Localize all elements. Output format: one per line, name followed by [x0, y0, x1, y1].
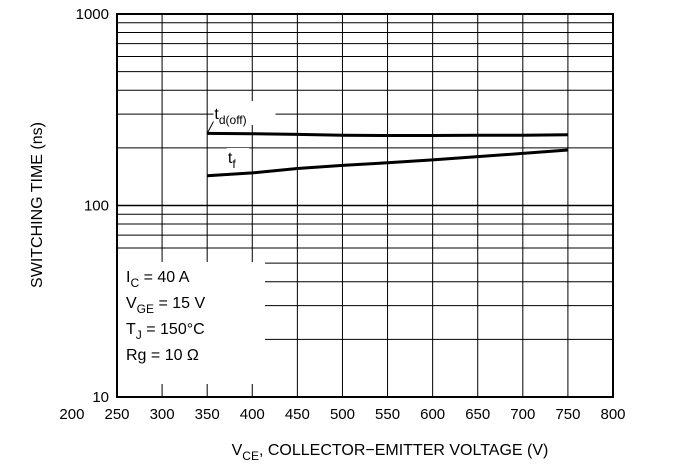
conditions-text: IC = 40 A VGE = 15 V TJ = 150°C Rg = 10 Ω	[126, 269, 205, 364]
x-tick-label: 350	[195, 406, 220, 423]
x-tick-label: 600	[420, 406, 445, 423]
series-label-td-off: td(off)	[214, 106, 246, 127]
x-tick-label: 250	[104, 406, 129, 423]
x-axis-title: VCE, COLLECTOR−EMITTER VOLTAGE (V)	[232, 442, 549, 463]
y-axis-title: SWITCHING TIME (ns)	[29, 122, 46, 288]
x-tick-label: 200	[59, 406, 84, 423]
x-tick-label: 500	[330, 406, 355, 423]
x-tick-label: 400	[240, 406, 265, 423]
y-tick-label: 100	[84, 198, 109, 215]
y-tick-labels: 10 100 1000	[76, 6, 109, 406]
y-tick-label: 1000	[76, 6, 109, 23]
x-tick-label: 800	[600, 406, 625, 423]
x-tick-label: 450	[285, 406, 310, 423]
y-tick-label: 10	[92, 389, 109, 406]
x-tick-labels: 200 250 300 350 400 450 500 550 600 650 700 750 800	[59, 406, 625, 423]
x-tick-label: 750	[555, 406, 580, 423]
series-lines	[207, 131, 569, 178]
series-labels: td(off) tf	[206, 101, 276, 171]
condition-line: TJ = 150°C	[126, 321, 205, 342]
x-tick-label: 300	[150, 406, 175, 423]
x-tick-label: 550	[375, 406, 400, 423]
plot-frame	[116, 13, 614, 398]
x-tick-label: 700	[510, 406, 535, 423]
condition-line: VGE = 15 V	[126, 295, 205, 316]
conditions-box	[118, 262, 265, 384]
series-label-leader	[206, 119, 215, 134]
series-line-1	[207, 148, 569, 178]
series-label-tf: tf	[228, 150, 236, 171]
condition-line: Rg = 10 Ω	[126, 347, 199, 364]
series-line-0	[207, 131, 568, 137]
x-tick-label: 650	[465, 406, 490, 423]
condition-line: IC = 40 A	[126, 269, 190, 290]
